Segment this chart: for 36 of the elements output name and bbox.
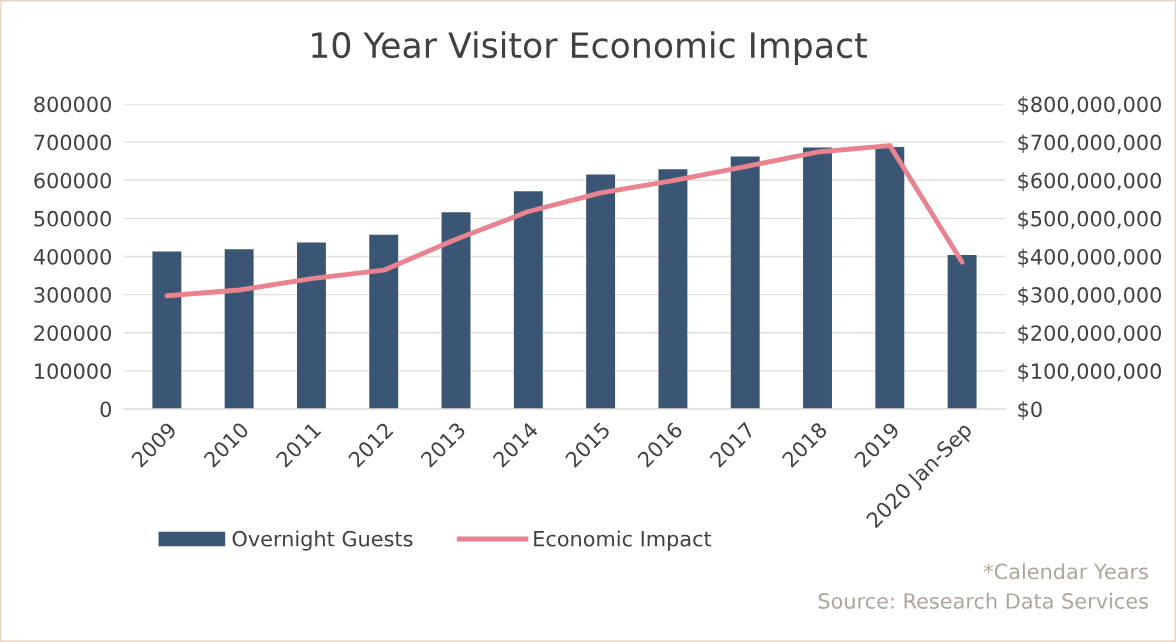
line-series (164, 143, 965, 299)
bar (803, 147, 832, 409)
bar (658, 169, 688, 409)
bar (296, 242, 326, 409)
y-tick-label: 500000 (34, 210, 111, 227)
y-tick-label: 200000 (34, 325, 111, 341)
bar (441, 212, 471, 409)
bar (224, 249, 254, 409)
bar (947, 254, 977, 409)
y2-tick-label: $600,000,000 (1018, 172, 1161, 192)
chart-title: 10 Year Visitor Economic Impact (312, 31, 867, 65)
bar (513, 191, 543, 409)
y2-tick-label: $800,000,000 (1018, 96, 1161, 115)
y-tick-label: 100000 (35, 363, 111, 380)
y2-tick-label: $700,000,000 (1018, 134, 1161, 154)
y2-tick-label: $300,000,000 (1018, 286, 1161, 306)
y-tick-label: 700000 (34, 134, 111, 151)
bar (369, 234, 399, 409)
y2-tick-label: $400,000,000 (1018, 248, 1161, 268)
y2-tick-label: $200,000,000 (1018, 324, 1161, 344)
y-tick-label: 400000 (33, 248, 111, 265)
bar (152, 251, 182, 409)
source-note: Source: Research Data Services (818, 592, 1148, 609)
y-tick-label: 300000 (34, 287, 111, 303)
text: *Calendar Years (983, 563, 1148, 580)
y2-tick-label: $500,000,000 (1018, 210, 1161, 230)
legend-label: Economic Impact (534, 530, 712, 551)
y-tick-label: 0 (100, 401, 111, 418)
y-tick-label: 800000 (34, 96, 111, 113)
y2-tick-label: $100,000,000 (1018, 362, 1161, 382)
bar (586, 174, 616, 409)
legend-label: Overnight Guests (232, 530, 413, 551)
bar (730, 156, 760, 409)
y2-tick-label: $0 (1018, 401, 1042, 420)
y-tick-label: 600000 (34, 172, 111, 189)
bar (875, 147, 905, 409)
